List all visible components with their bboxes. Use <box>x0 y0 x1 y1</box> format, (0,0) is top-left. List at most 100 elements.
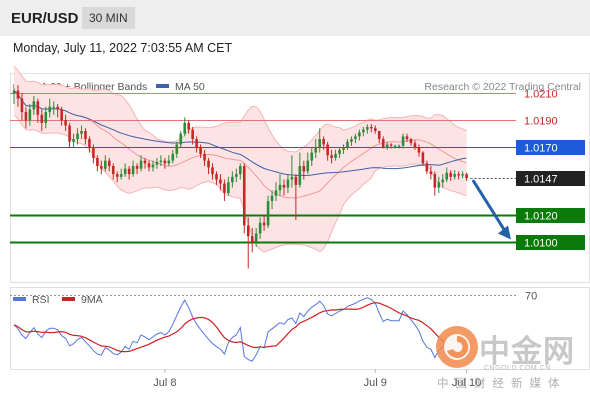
candle-body <box>238 166 242 175</box>
candle <box>318 128 321 153</box>
candle <box>342 144 345 154</box>
candle-body <box>350 139 353 142</box>
candle-body <box>437 182 441 188</box>
candle-body <box>274 190 278 196</box>
level-box-1.0100 <box>516 235 585 250</box>
candle <box>449 170 452 181</box>
x-axis: Jul 8 Jul 9 Jul 10 <box>153 369 481 389</box>
candle-body <box>405 136 409 140</box>
level-box-1.0120 <box>516 208 585 223</box>
candle-body <box>76 133 79 140</box>
candle <box>235 168 238 183</box>
interval-badge[interactable]: 30 MIN <box>82 7 135 29</box>
candle <box>227 176 230 196</box>
candle <box>28 104 32 126</box>
candle <box>76 128 79 145</box>
candle <box>199 144 202 158</box>
candle <box>286 174 290 194</box>
candle-body <box>115 174 119 177</box>
candle <box>72 133 75 148</box>
candle <box>457 171 460 180</box>
candle-body <box>84 130 87 140</box>
candle-body <box>100 166 103 169</box>
candle <box>219 174 222 191</box>
candle-body <box>20 98 24 113</box>
candle <box>211 163 214 180</box>
candle <box>298 152 302 188</box>
candle <box>389 143 393 149</box>
candle <box>429 166 433 180</box>
candle <box>242 163 246 234</box>
candle <box>282 179 286 196</box>
candle <box>250 228 254 253</box>
candle-body <box>167 160 171 164</box>
candle <box>397 144 401 149</box>
candle <box>223 179 226 202</box>
candle-body <box>127 168 131 175</box>
candle-body <box>417 147 421 153</box>
watermark: 中金网 CNGOLD.COM.CN 中国财经新媒体 <box>432 322 582 392</box>
candle-body <box>191 129 194 140</box>
candle-body <box>171 153 175 161</box>
candle-body <box>270 195 274 202</box>
candle-body <box>326 144 329 156</box>
candle <box>238 163 242 180</box>
candle-body <box>203 153 206 161</box>
candle-body <box>409 139 413 144</box>
candle-body <box>413 143 417 148</box>
candle-body <box>52 106 55 108</box>
candle <box>322 136 325 150</box>
bollinger-band <box>13 65 467 253</box>
candle-body <box>242 166 246 226</box>
candle-body <box>373 128 377 131</box>
x-tick-label: Jul 10 <box>452 377 481 389</box>
candle-body <box>258 222 262 234</box>
candle-body <box>44 112 48 123</box>
rsi-line <box>13 297 467 362</box>
candle <box>421 151 425 167</box>
candle-body <box>211 167 214 175</box>
logo-icon <box>436 326 478 368</box>
candle <box>40 109 44 131</box>
candle <box>207 157 210 175</box>
candle <box>401 133 405 149</box>
candle <box>453 170 456 180</box>
candle-body <box>393 145 397 147</box>
candle <box>139 155 143 172</box>
candle-body <box>80 130 83 134</box>
candle-body <box>123 168 127 175</box>
candle-body <box>441 179 445 183</box>
candle <box>179 130 183 148</box>
candle-body <box>12 90 16 94</box>
candle-body <box>32 101 36 110</box>
forecast-arrow-head <box>498 225 511 240</box>
candle-body <box>107 160 111 167</box>
candle-body <box>96 157 99 167</box>
candle-body <box>199 147 202 154</box>
candle-body <box>449 172 452 177</box>
candle <box>314 139 318 158</box>
candle <box>326 141 329 161</box>
candle <box>290 155 294 188</box>
level-label-1.0100: 1.0100 <box>524 238 558 250</box>
candle-body <box>219 179 222 184</box>
candle-body <box>64 120 67 126</box>
candle <box>143 157 147 169</box>
candle-body <box>465 174 468 179</box>
rsi-legend-swatch <box>13 297 26 301</box>
candle <box>60 106 63 126</box>
candle-body <box>48 106 52 113</box>
candle-body <box>92 147 95 158</box>
candle-body <box>68 125 71 142</box>
candle <box>425 160 429 175</box>
candle <box>465 172 468 181</box>
candle <box>68 122 71 148</box>
ma50-legend-swatch <box>156 84 169 88</box>
candle-body <box>334 153 337 158</box>
candle-body <box>163 160 167 164</box>
candle <box>171 149 175 164</box>
candle <box>92 144 95 164</box>
candle-body <box>338 149 341 154</box>
candle-body <box>135 166 139 169</box>
candle-body <box>286 179 290 188</box>
